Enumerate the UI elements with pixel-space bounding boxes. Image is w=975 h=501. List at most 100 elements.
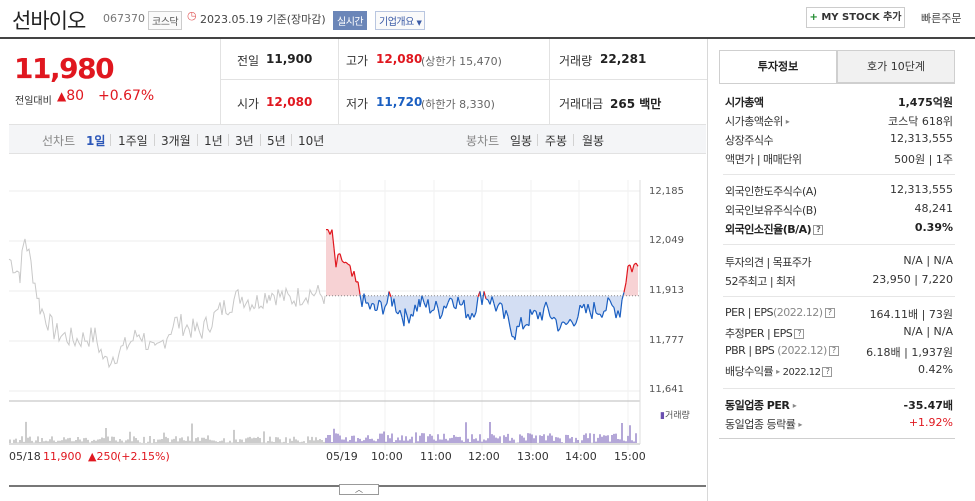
price-segment: [357, 281, 361, 295]
x-tick: 15:00: [614, 450, 646, 463]
price-area: [550, 295, 552, 320]
period-3y[interactable]: 3년: [235, 134, 254, 148]
price-segment: [543, 301, 547, 309]
price-segment: [455, 296, 459, 309]
help-icon[interactable]: ?: [824, 308, 835, 318]
company-overview-dropdown[interactable]: 기업개요 ▼: [375, 11, 426, 30]
industry-change-link[interactable]: 동일업종 등락률 ▸: [725, 416, 802, 432]
prev-day-line: [8, 238, 326, 369]
par-value-label: 액면가 | 매매단위: [725, 153, 802, 166]
arrow-right-icon: ▸: [792, 401, 797, 410]
collapse-chart-button[interactable]: ︿: [339, 484, 379, 495]
help-icon[interactable]: ?: [828, 346, 839, 356]
pbr-year: (2022.12): [777, 344, 827, 357]
price-area: [340, 253, 342, 296]
price-segment: [483, 291, 487, 300]
add-mystock-button[interactable]: + MY STOCK 추가: [806, 7, 905, 28]
period-5y[interactable]: 5년: [267, 134, 286, 148]
divider: [719, 438, 955, 439]
quick-order-link[interactable]: 빠른주문: [921, 12, 962, 25]
price-segment: [587, 304, 591, 313]
x-tick: 10:00: [371, 450, 403, 463]
market-cap-label: 시가총액: [725, 96, 764, 109]
price-area: [512, 295, 514, 337]
tab-orderbook[interactable]: 호가 10단계: [837, 50, 955, 83]
price-area: [430, 295, 432, 314]
price-segment: [625, 265, 629, 283]
period-3m[interactable]: 3개월: [161, 134, 191, 148]
price-segment: [524, 323, 528, 327]
price-segment: [435, 300, 439, 309]
price-segment: [447, 297, 451, 303]
price-area: [517, 295, 519, 327]
period-1w[interactable]: 1주일: [118, 134, 148, 148]
amount-label: 거래대금: [559, 97, 604, 111]
change-percent: +0.67%: [98, 88, 155, 104]
price-segment: [585, 304, 589, 314]
price-segment: [623, 282, 627, 293]
est-per-label-text: 추정PER | EPS: [725, 327, 793, 340]
divider: [723, 388, 955, 389]
period-1y[interactable]: 1년: [204, 134, 223, 148]
price-segment: [473, 312, 477, 318]
foreign-held-label: 외국인보유주식수(B): [725, 204, 817, 217]
help-icon[interactable]: ?: [813, 225, 824, 235]
change-value: ▲80: [57, 88, 84, 104]
market-cap-rank-link[interactable]: 시가총액순위 ▸: [725, 113, 790, 129]
price-area: [566, 295, 568, 325]
foreign-limit-label: 외국인한도주식수(A): [725, 185, 817, 198]
price-area: [600, 295, 602, 318]
price-area: [536, 295, 538, 320]
stock-name: 선바이오: [12, 9, 86, 33]
price-segment: [479, 291, 483, 305]
market-badge: 코스닥: [148, 11, 183, 30]
price-area: [568, 295, 570, 323]
price-area: [540, 295, 542, 321]
price-area: [372, 295, 374, 305]
period-monthly[interactable]: 월봉: [582, 134, 605, 148]
period-daily[interactable]: 일봉: [510, 134, 533, 148]
price-area: [562, 295, 564, 323]
price-segment: [431, 309, 435, 312]
price-segment: [491, 296, 495, 304]
market-cap-rank-value: 코스닥 618위: [888, 115, 953, 128]
price-area: [504, 295, 506, 319]
price-segment: [509, 326, 513, 337]
period-weekly[interactable]: 주봉: [545, 134, 568, 148]
price-area: [366, 295, 368, 304]
divider: [220, 39, 221, 124]
volume-value: 22,281: [600, 52, 647, 66]
price-segment: [613, 307, 617, 319]
period-10y[interactable]: 10년: [298, 134, 325, 148]
price-segment: [388, 291, 392, 298]
help-icon[interactable]: ?: [822, 367, 833, 377]
price-segment: [339, 253, 343, 261]
price-segment: [555, 319, 559, 332]
open-label: 시가: [237, 97, 260, 111]
price-segment: [635, 262, 639, 267]
price-segment: [535, 311, 539, 320]
price-segment: [557, 328, 561, 332]
tab-invest-info[interactable]: 투자정보: [719, 50, 837, 83]
price-segment: [520, 317, 524, 330]
price-area: [564, 295, 566, 325]
period-1d[interactable]: 1일: [86, 134, 106, 148]
price-area: [612, 295, 614, 308]
price-segment: [577, 304, 581, 317]
help-icon[interactable]: ?: [794, 329, 805, 339]
industry-per-link[interactable]: 동일업종 PER ▸: [725, 397, 797, 413]
price-area: [444, 295, 446, 309]
market-cap-rank-label: 시가총액순위: [725, 115, 783, 128]
price-segment: [404, 308, 408, 316]
price-segment: [378, 299, 382, 303]
price-area: [330, 229, 332, 296]
y-tick: 11,641: [649, 384, 684, 395]
foreign-held-value: 48,241: [914, 202, 954, 215]
realtime-button[interactable]: 실시간: [333, 11, 368, 30]
price-area: [326, 229, 328, 296]
price-area: [466, 295, 468, 319]
dividend-year: 2022.12: [782, 367, 821, 378]
divider: [260, 134, 261, 146]
price-segment: [591, 302, 595, 319]
price-area: [630, 264, 632, 296]
